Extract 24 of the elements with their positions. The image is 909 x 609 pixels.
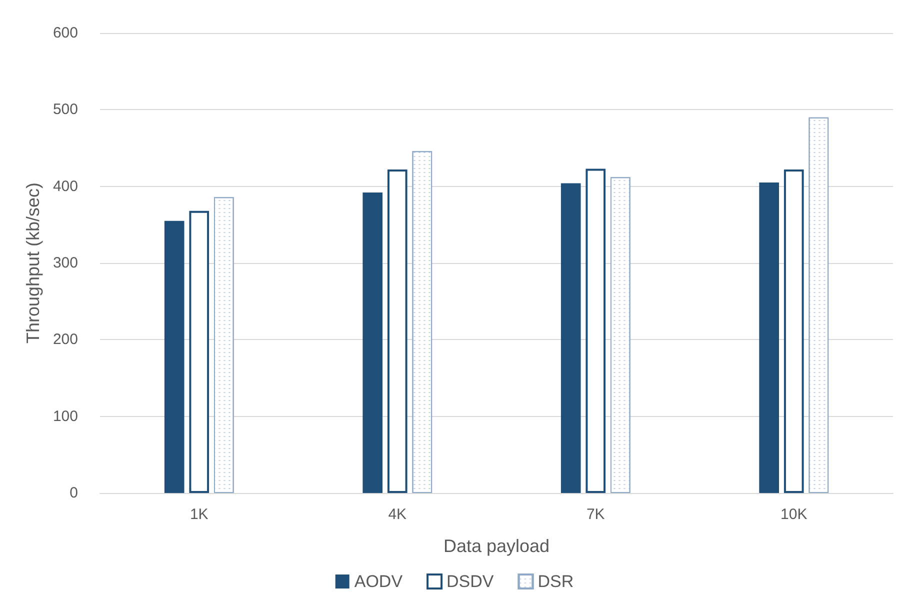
bar <box>362 192 383 493</box>
x-tick-label: 10K <box>780 506 808 523</box>
y-tick-label: 0 <box>70 484 78 502</box>
y-tick-label: 200 <box>52 331 78 348</box>
y-tick-label: 400 <box>52 178 78 195</box>
y-tick-label: 300 <box>52 254 78 272</box>
legend-label: DSR <box>538 572 574 591</box>
bar <box>784 169 804 493</box>
y-tick-label: 100 <box>52 408 78 425</box>
bar <box>586 168 606 493</box>
x-axis-title: Data payload <box>443 536 550 556</box>
legend-label: AODV <box>354 572 404 591</box>
x-tick-label: 4K <box>388 506 407 523</box>
bar <box>759 182 780 493</box>
y-tick-label: 500 <box>52 101 78 118</box>
bar <box>560 183 581 493</box>
x-tick-label: 7K <box>586 506 605 523</box>
bar <box>387 169 408 493</box>
y-tick-label: 600 <box>52 24 78 42</box>
bar <box>189 210 210 493</box>
legend-label: DSDV <box>446 572 494 591</box>
bar <box>164 220 184 493</box>
x-tick-label: 1K <box>190 506 208 523</box>
y-axis-title: Throughput (kb/sec) <box>23 182 43 344</box>
